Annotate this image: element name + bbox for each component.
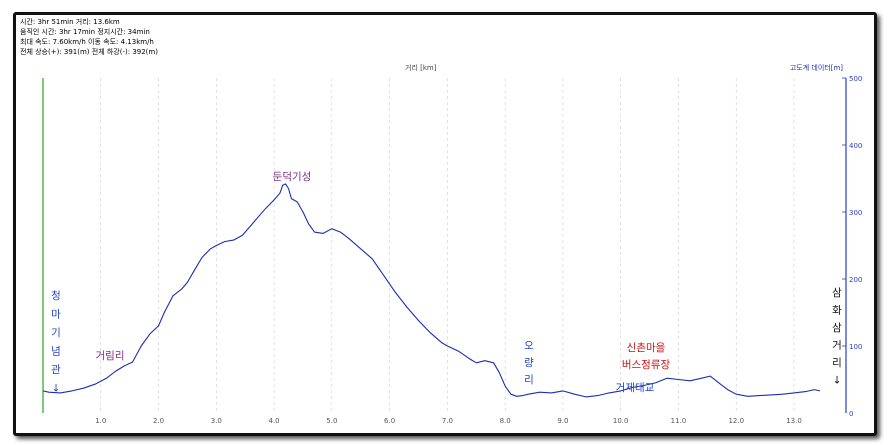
track-stats: 시간: 3hr 51min 거리: 13.6km 움직인 시간: 3hr 17m… [20,17,158,57]
y-tick-label: 200 [849,276,862,284]
stats-speed: 최대 속도: 7.60km/h 이동 속도: 4.13km/h [20,38,154,46]
x-tick-label: 4.0 [269,417,280,425]
x-tick-label: 11.0 [671,417,687,425]
x-tick-label: 1.0 [95,417,106,425]
annotation-sinchon-bus-stop-line: 신촌마을 [627,342,666,354]
stats-elevation: 전체 상승(+): 391(m) 전체 하강(-): 392(m) [20,48,158,56]
annotation-samhwa-junction-line: 리 [832,357,842,369]
annotation-georimri: 거림리 [96,350,125,362]
annotation-georimri-line: 거림리 [96,350,125,362]
annotation-oryangri-line: 오 [524,340,534,352]
y-tick-label: 400 [849,142,862,150]
x-tick-label: 12.0 [728,417,744,425]
annotation-cheongma-line: 관 [51,364,61,376]
annotation-dundeokgiseong-line: 둔덕기성 [273,171,312,183]
annotation-cheongma-line: 마 [51,309,61,321]
stats-moving-time: 움직인 시간: 3hr 17min 정지시간: 34min [20,28,150,36]
annotation-oryangri-line: 리 [524,374,534,386]
elevation-line [42,183,821,398]
annotation-sinchon-bus-stop-line: 버스정류장 [622,359,671,371]
annotation-cheongma-line: 기 [51,327,61,339]
chart-frame [13,12,877,436]
x-tick-label: 2.0 [153,417,164,425]
annotation-cheongma: 청 마 기 념 관 ↓ [51,290,61,395]
annotation-samhwa-junction-line: 거 [832,340,842,352]
annotation-cheongma-line: ↓ [52,383,61,395]
annotation-samhwa-junction-line: 삼 [832,322,842,334]
y-tick-label: 100 [849,343,862,351]
y-axis-title: 고도계 데이터[m] [789,64,843,72]
annotation-geoje-bridge-line: 거제대교 [616,382,655,394]
annotation-oryangri-line: 량 [524,357,534,369]
x-tick-label: 9.0 [557,417,568,425]
y-tick-label: 500 [849,75,862,83]
annotation-cheongma-line: 청 [51,290,61,302]
x-tick-label: 5.0 [326,417,337,425]
annotation-samhwa-junction-line: 삼 [832,287,842,299]
x-tick-label: 6.0 [384,417,395,425]
x-tick-label: 3.0 [211,417,222,425]
annotation-dundeokgiseong: 둔덕기성 [273,171,312,183]
annotation-geoje-bridge: 거제대교 [616,382,655,394]
stats-time-distance: 시간: 3hr 51min 거리: 13.6km [20,18,120,26]
x-tick-label: 10.0 [613,417,629,425]
y-tick-label: 0 [849,410,853,418]
annotation-samhwa-junction-line: ↓ [833,375,842,387]
annotation-samhwa-junction: 삼 화 삼 거 리 ↓ [832,287,842,387]
x-tick-label: 7.0 [442,417,453,425]
annotation-samhwa-junction-line: 화 [832,305,842,317]
x-tick-label: 13.0 [786,417,802,425]
y-tick-label: 300 [849,209,862,217]
annotation-cheongma-line: 념 [51,346,61,358]
x-axis-title: 거리 [km] [405,64,437,72]
x-tick-label: 8.0 [500,417,511,425]
